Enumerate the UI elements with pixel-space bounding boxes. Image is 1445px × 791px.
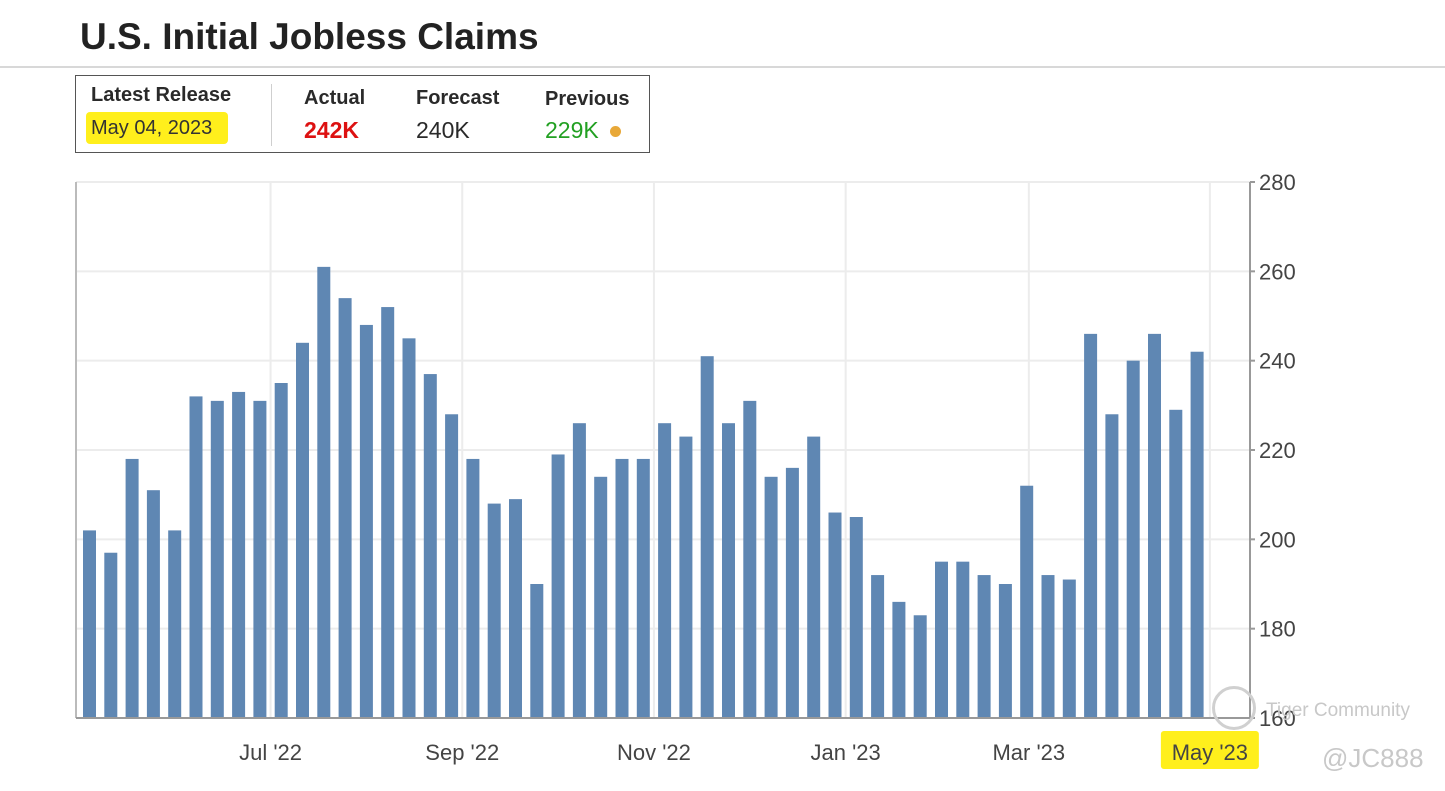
x-tick-label: Jan '23 bbox=[811, 740, 881, 765]
watermark-handle: @JC888 bbox=[1322, 743, 1424, 773]
bar bbox=[168, 530, 182, 718]
bar bbox=[1190, 351, 1204, 718]
x-tick-label: Mar '23 bbox=[992, 740, 1065, 765]
previous-value: 229K bbox=[545, 117, 599, 143]
x-tick-label: Sep '22 bbox=[425, 740, 499, 765]
bar bbox=[104, 552, 118, 718]
axes bbox=[75, 181, 1255, 719]
actual-value: 242K bbox=[304, 117, 359, 143]
bar bbox=[956, 561, 970, 718]
page-title: U.S. Initial Jobless Claims bbox=[80, 16, 539, 57]
y-tick-label: 260 bbox=[1259, 259, 1296, 284]
y-tick-label: 160 bbox=[1259, 706, 1296, 731]
x-tick-labels: Jul '22 Sep '22 Nov '22 Jan '23 Mar '23 May '… bbox=[239, 740, 1248, 765]
x-tick-label: May '23 bbox=[1172, 740, 1248, 765]
forecast-label: Forecast bbox=[416, 87, 500, 109]
y-tick-label: 240 bbox=[1259, 349, 1296, 374]
forecast-value: 240K bbox=[416, 117, 470, 143]
bar bbox=[977, 575, 991, 718]
bar bbox=[1148, 333, 1161, 718]
bar bbox=[807, 436, 821, 718]
y-tick-label: 200 bbox=[1259, 527, 1296, 552]
bar bbox=[722, 423, 735, 718]
bar bbox=[594, 476, 608, 718]
bar bbox=[785, 467, 799, 718]
bar bbox=[935, 561, 948, 718]
release-summary-box: Latest Release May 04, 2023 Actual 242K … bbox=[75, 75, 650, 153]
previous-indicator-dot bbox=[610, 126, 621, 137]
latest-release-label: Latest Release bbox=[91, 84, 232, 106]
bar bbox=[1062, 579, 1076, 718]
bars bbox=[83, 266, 1204, 718]
bar bbox=[828, 512, 842, 718]
x-tick-label: Jul '22 bbox=[239, 740, 302, 765]
bar bbox=[1041, 575, 1055, 718]
bar bbox=[445, 414, 459, 718]
title-divider bbox=[0, 66, 1445, 68]
tiger-community-logo bbox=[1212, 686, 1256, 730]
y-tick-labels: 160 180 200 220 240 260 280 bbox=[1259, 170, 1296, 731]
bar bbox=[658, 423, 672, 718]
bar bbox=[338, 298, 352, 718]
bar bbox=[849, 517, 863, 718]
bar bbox=[423, 374, 437, 718]
bar bbox=[1169, 409, 1183, 718]
bar bbox=[700, 356, 714, 718]
bar bbox=[210, 400, 224, 718]
bar bbox=[402, 338, 416, 718]
bar bbox=[466, 458, 480, 718]
bar bbox=[636, 458, 650, 718]
bar bbox=[572, 423, 586, 718]
bar bbox=[189, 396, 203, 718]
watermark-brand: Tiger Community bbox=[1266, 700, 1410, 721]
bar bbox=[871, 575, 885, 718]
bar bbox=[1084, 333, 1098, 718]
bar bbox=[509, 499, 522, 718]
y-tick-label: 180 bbox=[1259, 617, 1296, 642]
bar bbox=[232, 391, 246, 718]
bar bbox=[359, 324, 373, 718]
latest-date-highlight bbox=[86, 112, 228, 144]
bar bbox=[998, 584, 1012, 718]
bar bbox=[83, 530, 96, 718]
bar bbox=[551, 454, 565, 718]
x-highlight-layer bbox=[1160, 731, 1259, 769]
bar bbox=[317, 266, 331, 718]
x-tick-label: Nov '22 bbox=[617, 740, 691, 765]
y-tick-label: 280 bbox=[1259, 170, 1296, 195]
bar bbox=[1020, 485, 1034, 718]
release-divider bbox=[271, 84, 272, 146]
bar bbox=[615, 458, 629, 718]
bar bbox=[892, 601, 906, 718]
latest-release-date: May 04, 2023 bbox=[91, 117, 213, 139]
actual-label: Actual bbox=[304, 87, 366, 109]
bar bbox=[274, 383, 288, 718]
bar bbox=[530, 584, 544, 718]
previous-label: Previous bbox=[545, 88, 630, 110]
y-tick-label: 220 bbox=[1259, 438, 1296, 463]
bar bbox=[743, 400, 757, 718]
bar bbox=[146, 490, 160, 718]
bar bbox=[253, 400, 267, 718]
bar bbox=[764, 476, 778, 718]
bar bbox=[1105, 414, 1119, 718]
x-label-highlight bbox=[1160, 731, 1259, 769]
bar bbox=[1126, 360, 1140, 718]
bar bbox=[913, 615, 927, 718]
bar bbox=[679, 436, 693, 718]
bar bbox=[381, 307, 395, 718]
bar bbox=[125, 458, 139, 718]
bar bbox=[487, 503, 501, 718]
bar bbox=[296, 342, 309, 718]
